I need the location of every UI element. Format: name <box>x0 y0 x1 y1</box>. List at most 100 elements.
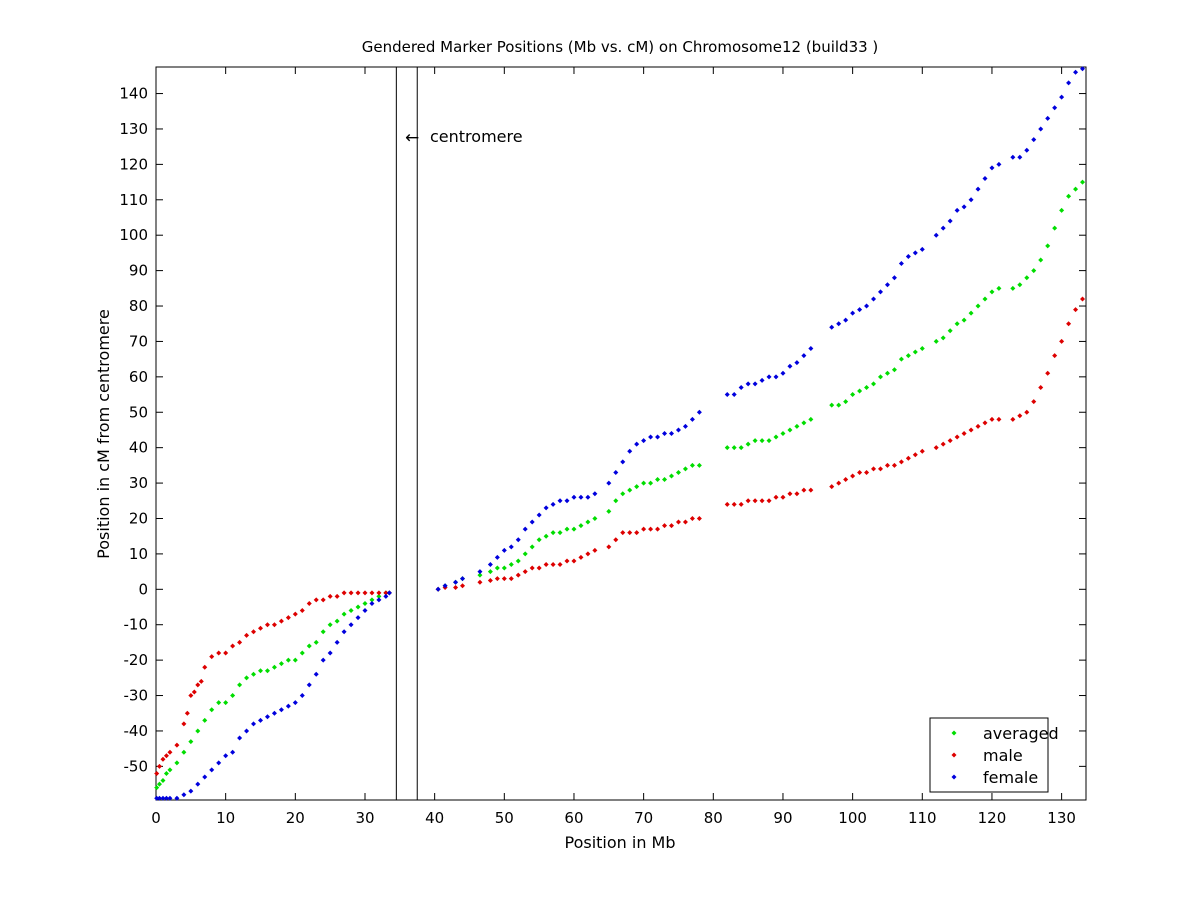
data-point <box>1038 257 1044 263</box>
data-point <box>237 735 243 741</box>
data-point <box>348 608 354 614</box>
y-tick-label: 10 <box>129 545 148 563</box>
data-point <box>184 710 190 716</box>
data-point <box>341 629 347 635</box>
data-point <box>808 346 814 352</box>
data-point <box>787 363 793 369</box>
data-point <box>627 530 633 536</box>
data-point <box>905 253 911 259</box>
data-point <box>442 583 448 589</box>
data-point <box>606 508 612 514</box>
data-point <box>940 441 946 447</box>
data-point <box>696 515 702 521</box>
data-point <box>292 611 298 617</box>
data-point <box>223 753 229 759</box>
data-point <box>341 590 347 596</box>
data-point <box>529 519 535 525</box>
data-point <box>299 693 305 699</box>
data-point <box>996 416 1002 422</box>
data-point <box>877 374 883 380</box>
data-point <box>898 261 904 267</box>
data-point <box>278 618 284 624</box>
data-point <box>1073 69 1079 75</box>
data-point <box>1031 137 1037 143</box>
y-tick-label: 90 <box>129 262 148 280</box>
data-point <box>1010 285 1016 291</box>
data-point <box>641 438 647 444</box>
y-tick-label: 60 <box>129 368 148 386</box>
data-point <box>313 639 319 645</box>
data-point <box>954 434 960 440</box>
data-point <box>662 431 668 436</box>
data-point <box>1017 413 1023 419</box>
data-point <box>864 469 870 475</box>
data-point <box>620 491 626 497</box>
data-point <box>369 590 375 596</box>
data-point <box>522 526 528 532</box>
data-point <box>884 370 890 376</box>
y-tick-label: 40 <box>129 439 148 457</box>
data-point <box>669 431 675 436</box>
data-point <box>160 778 166 784</box>
data-point <box>1017 282 1023 288</box>
data-point <box>689 416 695 422</box>
data-point <box>745 441 751 447</box>
x-tick-label: 20 <box>286 809 305 827</box>
data-point <box>362 590 368 596</box>
data-point <box>508 544 514 550</box>
x-tick-label: 130 <box>1047 809 1076 827</box>
data-point <box>195 781 201 787</box>
data-point <box>564 526 570 532</box>
data-point <box>905 455 911 461</box>
data-point <box>655 526 661 532</box>
data-point <box>745 498 751 504</box>
data-point <box>154 795 160 801</box>
data-point <box>829 324 835 330</box>
y-tick-label: 130 <box>119 120 148 138</box>
data-point <box>501 547 507 553</box>
y-axis-label: Position in cM from centromere <box>94 309 113 559</box>
data-point <box>662 523 668 529</box>
x-tick-label: 100 <box>838 809 867 827</box>
data-point <box>1010 154 1016 160</box>
data-point <box>1045 370 1051 376</box>
data-point <box>1059 207 1065 213</box>
data-point <box>543 562 549 568</box>
data-point <box>836 402 842 408</box>
data-point <box>766 374 772 380</box>
data-point <box>787 427 793 433</box>
data-point <box>313 671 319 677</box>
y-tick-label: 50 <box>129 403 148 421</box>
data-point <box>947 328 953 334</box>
data-point <box>794 491 800 497</box>
data-point <box>933 445 939 451</box>
data-point <box>954 321 960 327</box>
data-point <box>334 618 340 624</box>
data-point <box>682 466 688 472</box>
data-point <box>571 558 577 564</box>
data-point <box>738 384 744 390</box>
data-point <box>947 218 953 224</box>
data-point <box>871 381 877 387</box>
data-point <box>1080 296 1086 302</box>
data-point <box>163 753 169 759</box>
data-point <box>230 693 236 699</box>
data-point <box>919 346 925 352</box>
data-point <box>522 569 528 575</box>
data-point <box>808 416 814 422</box>
data-point <box>648 434 654 440</box>
data-point <box>188 693 194 699</box>
data-point <box>912 452 918 458</box>
data-point <box>662 477 668 483</box>
data-point <box>898 459 904 465</box>
data-point <box>836 480 842 486</box>
data-point <box>780 494 786 500</box>
data-point <box>940 225 946 231</box>
data-point <box>278 707 284 713</box>
data-point <box>731 501 737 507</box>
data-point <box>320 629 326 635</box>
data-point <box>306 600 312 606</box>
data-point <box>487 569 493 575</box>
data-point <box>898 356 904 362</box>
y-tick-label: 140 <box>119 85 148 103</box>
